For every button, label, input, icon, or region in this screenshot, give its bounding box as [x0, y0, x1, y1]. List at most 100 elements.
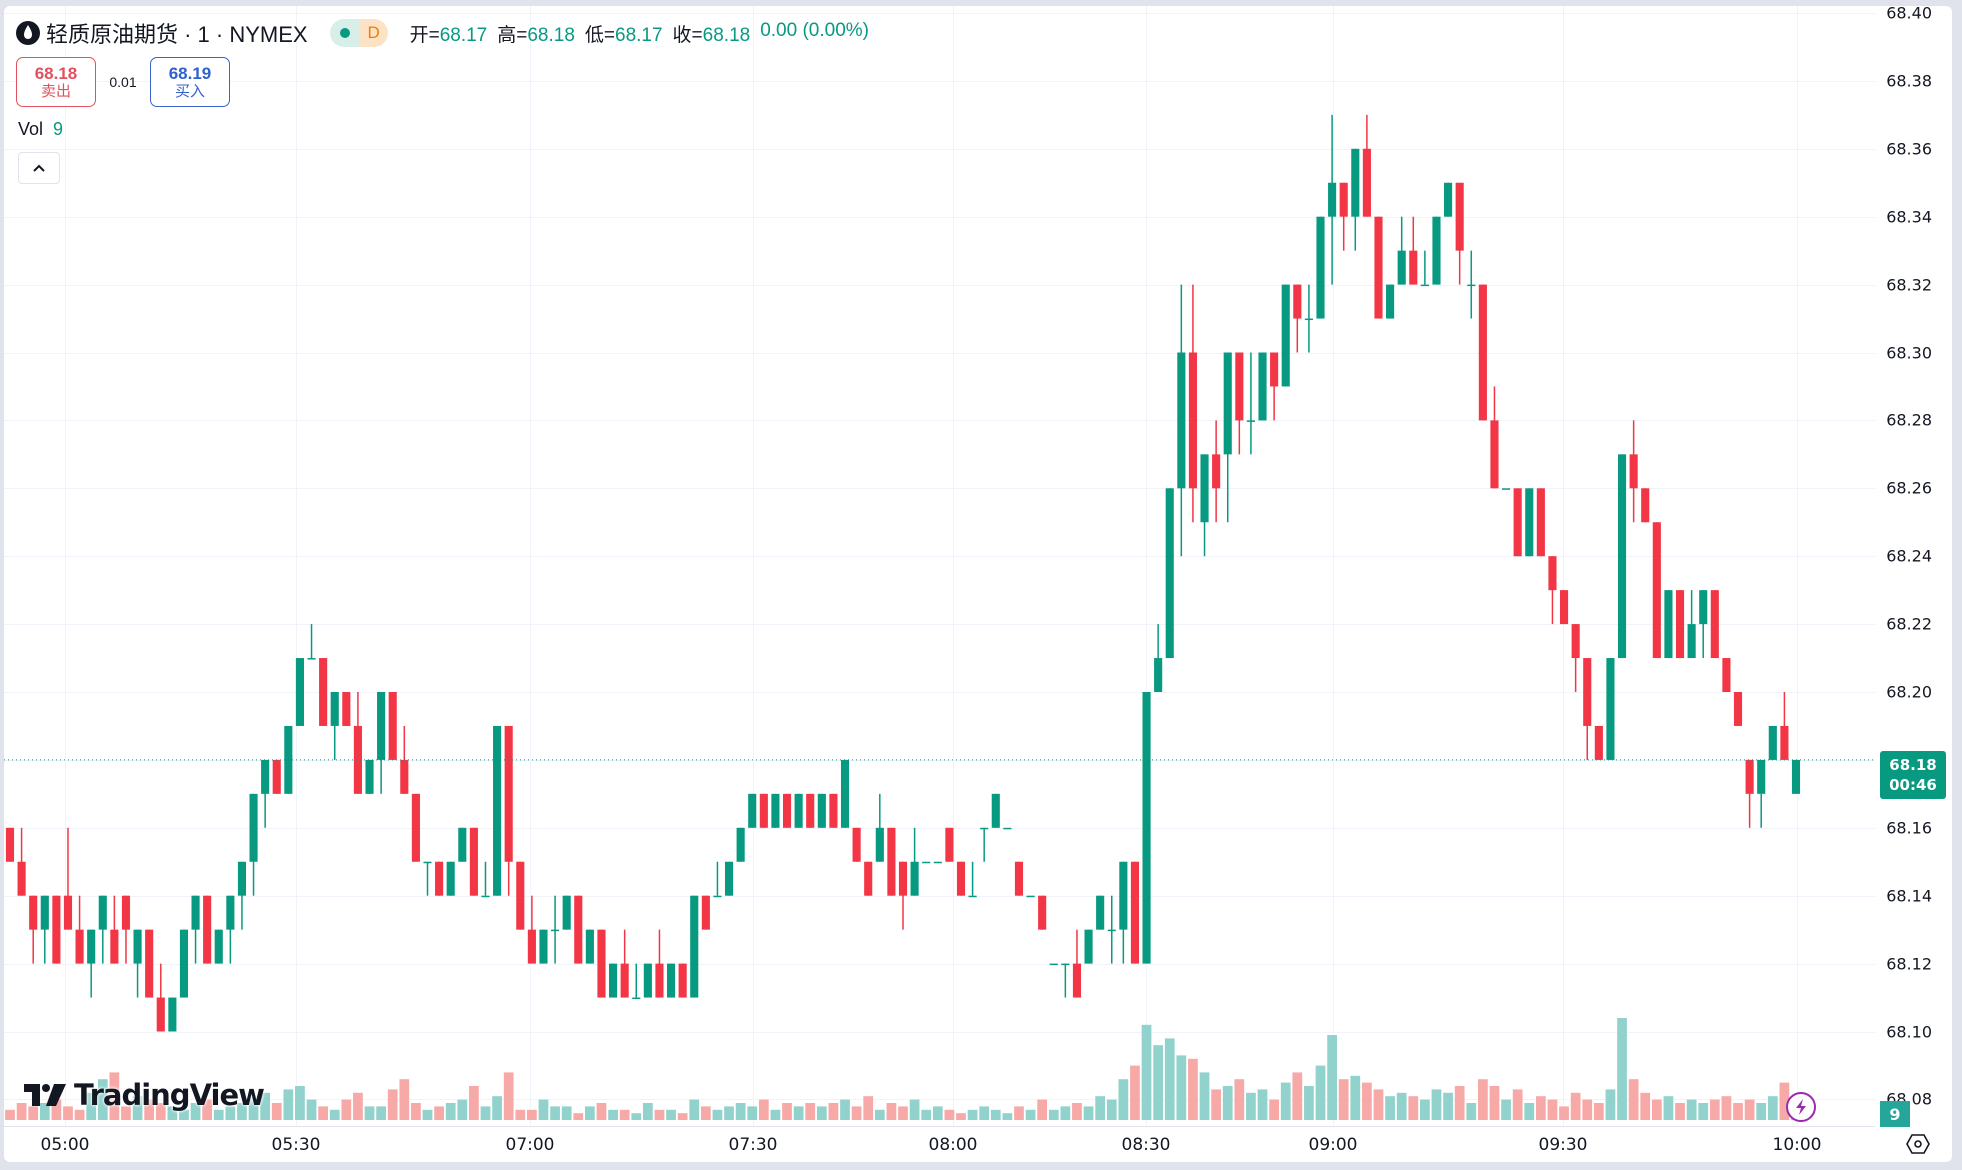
volume-legend[interactable]: Vol 9	[18, 119, 63, 140]
volume-bar	[202, 1099, 213, 1120]
candle-body	[469, 827, 478, 896]
market-status-badge[interactable]: D	[329, 19, 388, 47]
volume-bar	[840, 1099, 850, 1120]
volume-value: 9	[53, 119, 64, 139]
grid-line-horizontal	[4, 488, 1875, 490]
candle-body	[1107, 929, 1116, 932]
candle-body	[423, 861, 432, 864]
candle-body	[191, 895, 200, 930]
volume-bar	[1582, 1099, 1593, 1120]
candle-body	[1768, 725, 1777, 760]
candle-body	[226, 895, 235, 930]
chart-settings-button[interactable]	[1904, 1130, 1932, 1158]
volume-bar	[399, 1079, 410, 1120]
volume-bar	[828, 1103, 839, 1120]
sell-button[interactable]: 68.18 卖出	[16, 57, 96, 107]
volume-bar	[1767, 1096, 1778, 1120]
volume-bar	[990, 1109, 1001, 1120]
candle-body	[87, 929, 96, 964]
volume-bar	[86, 1092, 97, 1120]
candle-body	[319, 658, 328, 726]
candle-body	[1293, 284, 1302, 319]
last-price-tag: 68.18 00:46	[1880, 751, 1946, 799]
volume-bar	[1338, 1079, 1349, 1120]
candle-body	[562, 895, 571, 930]
volume-bar	[1570, 1092, 1581, 1120]
volume-bar	[735, 1103, 746, 1120]
price-axis[interactable]: 68.40 68.38 68.36 68.34 68.32 68.30 68.28 68.26…	[1875, 6, 1952, 1126]
series-legend: 轻质原油期货 · 1 · NYMEX D 开=68.17 高=68.18 低=6…	[16, 18, 869, 48]
candle-body	[504, 725, 513, 862]
time-tick-label: 08:00	[928, 1135, 978, 1155]
candlestick-plot[interactable]	[4, 6, 1875, 1126]
volume-bar	[1280, 1082, 1291, 1120]
candle-body	[1525, 488, 1534, 557]
volume-bar	[1176, 1055, 1187, 1120]
volume-bar	[237, 1103, 247, 1120]
candle-body	[446, 861, 455, 896]
candle-body	[852, 827, 861, 862]
grid-line-horizontal	[4, 692, 1875, 693]
candle-body	[40, 895, 49, 930]
collapse-legend-button[interactable]	[18, 152, 60, 184]
candle-body	[1212, 454, 1221, 489]
price-tick-label: 68.30	[1886, 343, 1932, 362]
grid-line-vertical	[65, 6, 66, 1126]
candle-body	[110, 929, 119, 964]
volume-bar	[411, 1103, 421, 1120]
volume-bar	[1524, 1103, 1535, 1120]
ohlc-change: 0.00 (0.00%)	[760, 19, 869, 41]
price-tick-label: 68.16	[1886, 818, 1932, 838]
sell-price: 68.18	[34, 64, 78, 83]
candle-body	[1490, 420, 1499, 489]
tradingview-logo[interactable]: TradingView	[24, 1078, 265, 1112]
candle-body	[1316, 216, 1325, 319]
volume-bar	[1037, 1099, 1048, 1120]
candle-body	[666, 963, 676, 998]
volume-bar	[677, 1113, 688, 1120]
volume-bar	[1779, 1082, 1790, 1120]
candle-body	[458, 827, 467, 862]
candle-body	[145, 929, 154, 998]
price-tick-label: 68.22	[1886, 614, 1932, 634]
candle-body	[701, 895, 710, 930]
time-axis[interactable]: 05:00 05:30 07:00 07:30 08:00 08:30 09:00 09:30…	[4, 1126, 1875, 1162]
volume-bar	[63, 1106, 73, 1120]
candle-body	[98, 895, 107, 930]
volume-bar	[527, 1109, 537, 1120]
candle-body	[1432, 216, 1441, 285]
symbol-title[interactable]: 轻质原油期货 · 1 · NYMEX	[46, 22, 308, 47]
lightning-icon	[1796, 1099, 1806, 1115]
candle-body	[1687, 624, 1696, 659]
chart-frame: 轻质原油期货 · 1 · NYMEX D 开=68.17 高=68.18 低=6…	[4, 6, 1952, 1162]
candle-body	[1003, 827, 1012, 830]
volume-bar	[179, 1109, 189, 1120]
volume-bar	[1222, 1086, 1233, 1120]
ohlc-low: 低=68.17	[584, 24, 663, 46]
grid-line-horizontal	[4, 13, 1875, 14]
price-tick-label: 68.12	[1886, 954, 1932, 974]
volume-bar	[225, 1106, 236, 1120]
quick-action-button[interactable]	[1786, 1092, 1816, 1122]
price-tick-label: 68.14	[1886, 886, 1932, 906]
candle-body	[516, 861, 525, 930]
candle-body	[1444, 182, 1453, 217]
buy-label: 买入	[174, 83, 205, 100]
volume-bar	[445, 1103, 456, 1120]
volume-bar	[1141, 1024, 1152, 1120]
grid-line-horizontal	[4, 216, 1875, 218]
volume-bar	[1431, 1089, 1442, 1120]
volume-bar	[121, 1106, 131, 1120]
candle-body	[29, 895, 38, 930]
candle-body	[1362, 148, 1371, 217]
volume-bar	[1257, 1089, 1268, 1120]
candle-body	[365, 759, 374, 794]
volume-bar	[1663, 1096, 1674, 1120]
candle-body	[794, 793, 803, 828]
settings-hexagon-icon	[1906, 1134, 1930, 1154]
grid-line-vertical	[1797, 6, 1798, 1126]
grid-line-horizontal	[4, 759, 1875, 761]
candle-body	[1165, 488, 1174, 659]
volume-bar	[898, 1106, 908, 1120]
buy-button[interactable]: 68.19 买入	[150, 57, 230, 107]
